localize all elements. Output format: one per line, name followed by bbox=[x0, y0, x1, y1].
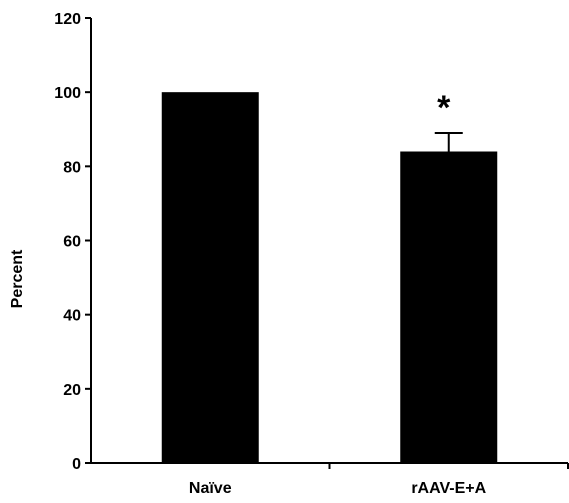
labels: 0 20 40 60 80 100 120 Naïve rAAV-E+A * bbox=[54, 11, 486, 497]
bar-0 bbox=[161, 92, 259, 464]
bar-1 bbox=[400, 151, 498, 463]
y-tick-label: 100 bbox=[54, 85, 81, 102]
y-axis-title: Percent bbox=[9, 249, 26, 308]
x-category-label: rAAV-E+A bbox=[411, 480, 486, 497]
y-tick-label: 0 bbox=[72, 456, 81, 473]
bars bbox=[161, 92, 498, 464]
x-category-label: Naïve bbox=[189, 480, 232, 497]
y-tick-label: 80 bbox=[63, 159, 81, 176]
y-tick-label: 120 bbox=[54, 11, 81, 28]
y-tick-label: 20 bbox=[63, 382, 81, 399]
significance-marker: * bbox=[437, 89, 451, 127]
y-tick-label: 60 bbox=[63, 234, 81, 251]
y-tick-label: 40 bbox=[63, 308, 81, 325]
